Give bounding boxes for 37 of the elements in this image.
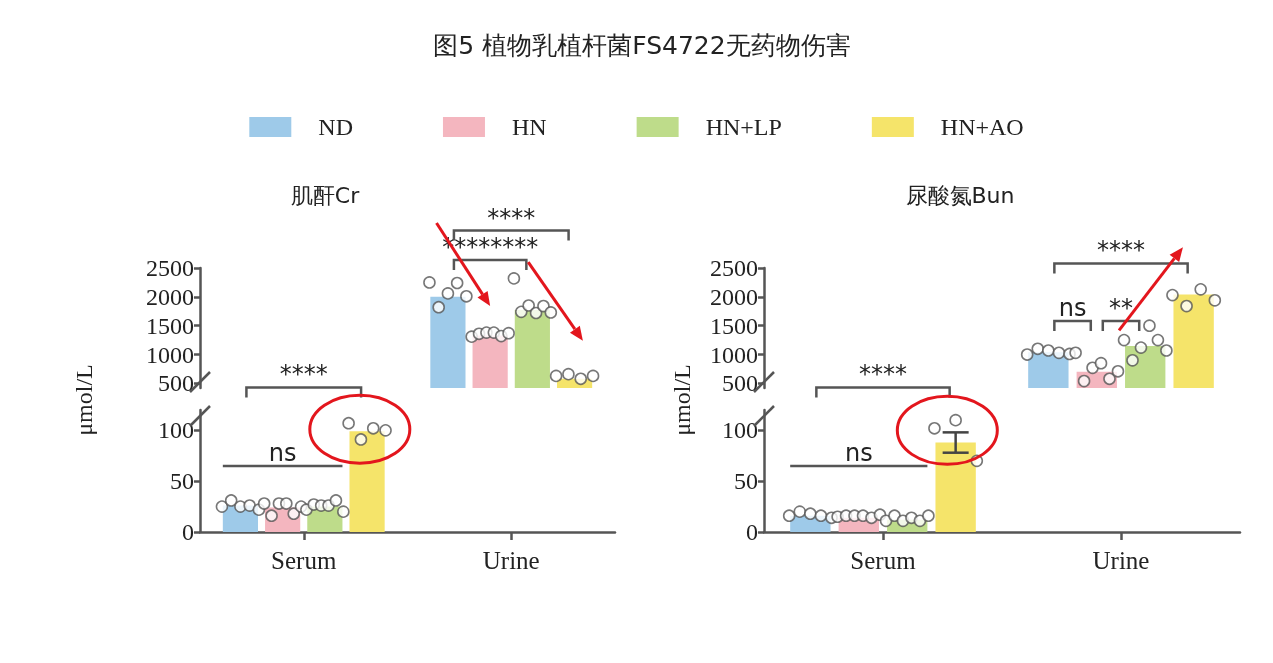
- legend-label: ND: [318, 114, 353, 140]
- y-tick-label: 2000: [146, 283, 194, 310]
- annotation: ****: [859, 360, 907, 389]
- y-axis-title: μmol/L: [669, 364, 695, 436]
- x-tick-label: Urine: [1092, 547, 1150, 574]
- y-tick-label: 0: [182, 519, 194, 545]
- y-tick-label: 100: [158, 417, 194, 444]
- y-tick-label: 2000: [710, 283, 758, 310]
- y-tick-label: 2500: [146, 255, 194, 281]
- y-tick-label: 1500: [710, 312, 758, 339]
- x-tick-label: Urine: [482, 547, 540, 574]
- y-tick-label: 500: [158, 370, 194, 397]
- chart-title: 图5 植物乳植杆菌FS4722无药物伤害: [433, 31, 851, 60]
- annotation: ns: [1058, 294, 1087, 323]
- chart-subtitle: 肌酐Cr: [290, 182, 361, 208]
- legend-label: HN: [511, 114, 547, 140]
- y-tick-label: 50: [170, 468, 194, 495]
- y-tick-label: 1500: [146, 312, 194, 339]
- annotation: ns: [844, 438, 873, 467]
- text: ****: [1097, 236, 1145, 265]
- y-tick-label: 2500: [710, 255, 758, 281]
- text: ****: [487, 203, 536, 232]
- annotation: **: [1109, 294, 1133, 323]
- y-tick-label: 1000: [710, 341, 758, 368]
- y-tick-label: 50: [734, 468, 758, 495]
- x-tick-label: Serum: [850, 547, 917, 574]
- y-tick-label: 500: [722, 370, 758, 397]
- legend-label: HN+AO: [940, 114, 1024, 140]
- annotation: ns: [268, 438, 297, 467]
- y-tick-label: 1000: [146, 341, 194, 368]
- y-tick-label: 100: [722, 417, 758, 444]
- x-tick-label: Serum: [271, 547, 337, 574]
- annotation: ****: [279, 360, 328, 389]
- y-tick-label: 0: [746, 519, 758, 545]
- legend-label: HN+LP: [705, 114, 782, 140]
- chart-subtitle: 尿酸氮Bun: [905, 182, 1015, 208]
- y-axis-title: μmol/L: [71, 364, 97, 436]
